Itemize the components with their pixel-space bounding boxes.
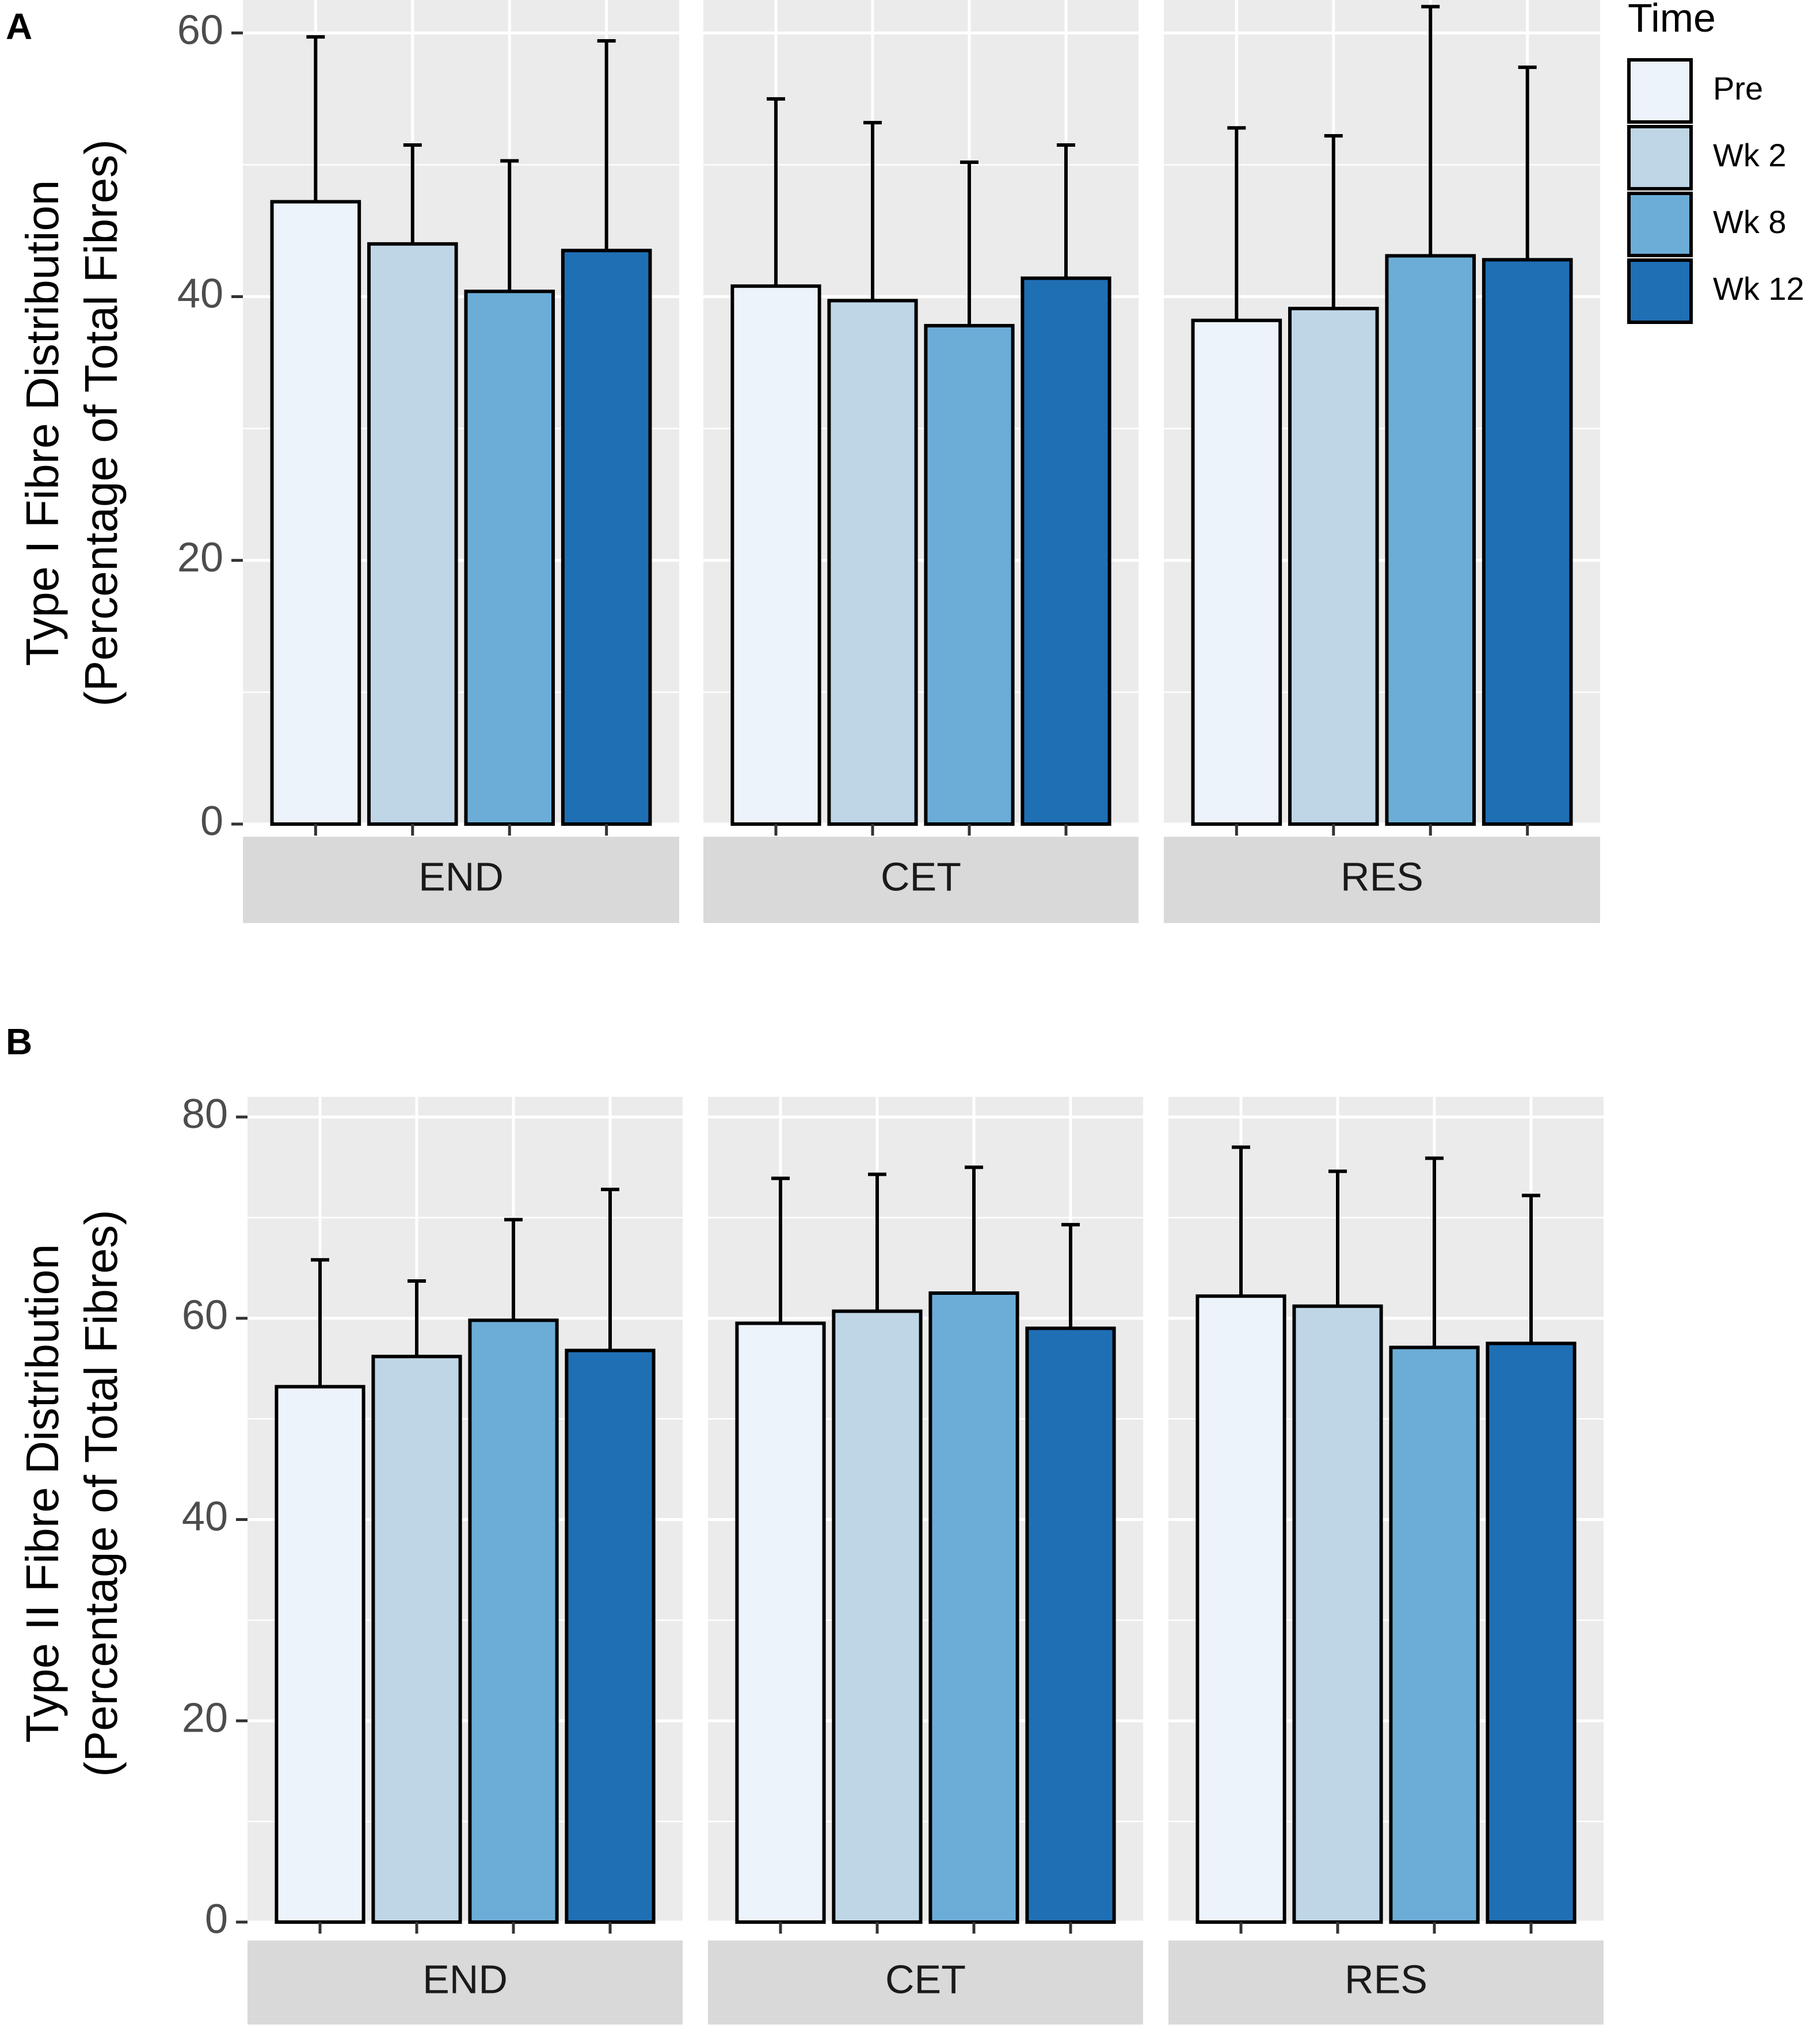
bar-end-wk8	[464, 289, 555, 826]
bar-end-wk8	[468, 1318, 559, 1924]
bar-res-pre	[1191, 318, 1282, 826]
bar-res-wk12	[1486, 1341, 1577, 1924]
facet-strip-label-cet: CET	[881, 854, 961, 899]
y-axis-title-line2: (Percentage of Total Fibres)	[75, 139, 127, 707]
bar-cet-wk2	[827, 299, 918, 826]
y-tick-label: 80	[182, 1091, 228, 1137]
legend-label-wk8: Wk 8	[1713, 204, 1787, 240]
facet-strip-label-end: END	[418, 854, 504, 899]
bar-res-wk2	[1292, 1304, 1383, 1924]
bar-cet-wk12	[1021, 276, 1111, 826]
legend-key-wk12	[1627, 258, 1693, 324]
bar-end-wk2	[371, 1355, 462, 1924]
legend-label-wk2: Wk 2	[1713, 137, 1787, 173]
bar-end-pre	[275, 1385, 365, 1924]
facet-strip-label-res: RES	[1341, 854, 1423, 899]
y-axis-title-line2: (Percentage of Total Fibres)	[75, 1210, 127, 1777]
facet-strip-res	[1164, 837, 1600, 923]
y-tick-label: 40	[177, 271, 223, 317]
y-tick-label: 60	[182, 1293, 228, 1339]
legend-label-wk12: Wk 12	[1713, 270, 1804, 307]
legend-title: Time	[1628, 0, 1716, 40]
y-axis-title-line1: Type I Fibre Distribution	[17, 180, 68, 666]
bar-cet-wk2	[832, 1309, 923, 1924]
legend-key-wk2	[1627, 125, 1693, 190]
facet-strip-end	[243, 837, 679, 923]
bar-res-wk8	[1389, 1345, 1480, 1924]
facet-strip-cet	[703, 837, 1139, 923]
bar-end-wk12	[565, 1348, 656, 1924]
legend-label-pre: Pre	[1713, 70, 1763, 106]
facet-strip-label-cet: CET	[885, 1957, 966, 2001]
bar-res-pre	[1195, 1294, 1286, 1924]
bar-cet-wk8	[924, 323, 1015, 826]
legend-key-wk8	[1627, 192, 1693, 257]
y-tick-label: 20	[182, 1695, 228, 1741]
bar-cet-pre	[730, 284, 821, 826]
bar-cet-pre	[735, 1321, 826, 1924]
bar-cet-wk12	[1025, 1326, 1116, 1924]
bar-end-wk2	[367, 242, 458, 826]
panel-label-B: B	[6, 1021, 32, 1062]
bar-res-wk2	[1288, 307, 1379, 826]
facet-strip-end	[248, 1940, 683, 2025]
bar-res-wk12	[1482, 258, 1573, 826]
legend-key-pre	[1627, 58, 1693, 124]
y-tick-label: 20	[177, 535, 223, 581]
y-axis-title-line1: Type II Fibre Distribution	[17, 1244, 68, 1743]
facet-strip-label-res: RES	[1345, 1957, 1427, 2001]
y-tick-label: 40	[182, 1494, 228, 1540]
bar-end-wk12	[561, 249, 652, 826]
y-tick-label: 0	[200, 798, 223, 844]
y-tick-label: 60	[177, 7, 223, 53]
y-tick-label: 0	[205, 1896, 228, 1942]
facet-strip-res	[1168, 1940, 1604, 2025]
bar-cet-wk8	[928, 1291, 1019, 1924]
panel-label-A: A	[6, 6, 32, 47]
facet-strip-cet	[708, 1940, 1143, 2025]
bar-end-pre	[270, 200, 361, 826]
bar-res-wk8	[1385, 254, 1476, 826]
facet-strip-label-end: END	[422, 1957, 508, 2001]
